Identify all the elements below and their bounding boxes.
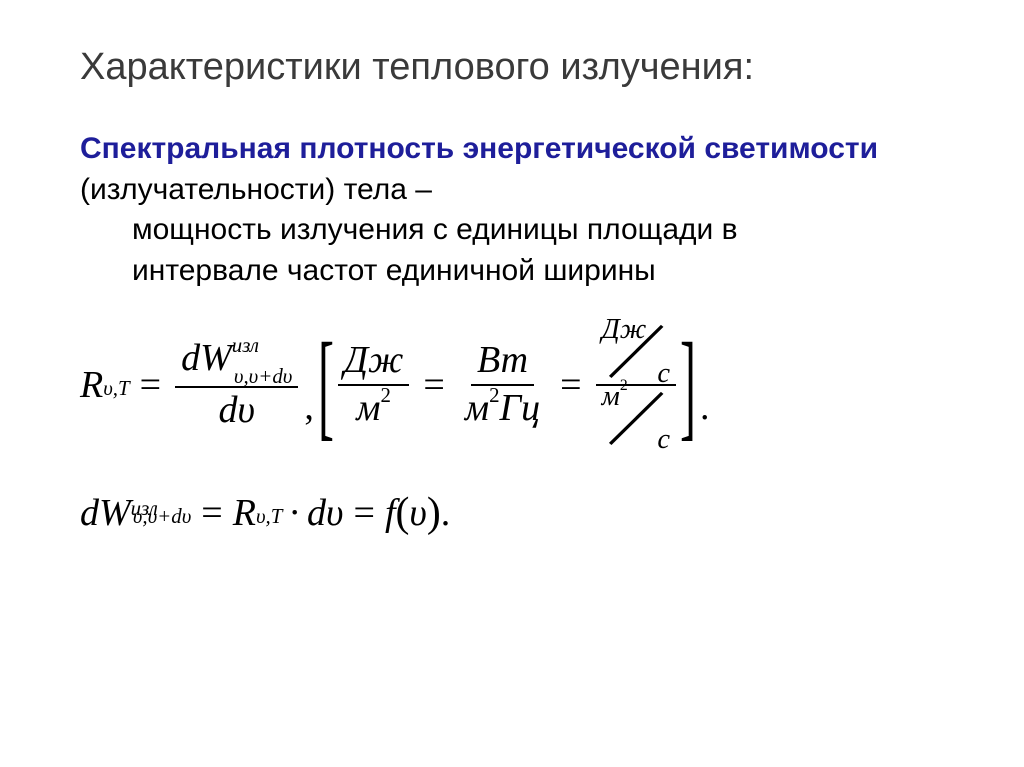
unit-J: Дж [338, 340, 410, 386]
unit-m2-1: м2 [350, 386, 397, 430]
diag-m2-c: м2 с [602, 388, 670, 449]
slide: Характеристики теплового излучения: Спек… [0, 0, 1024, 767]
f2-dot: · [288, 491, 301, 535]
unit-m-2: м [465, 387, 489, 429]
diag-c-2: с [657, 424, 670, 455]
formula-1: Rυ,T = dWизлυ,υ+dυ dυ , [ Дж м2 = Вт м2Г… [80, 321, 964, 449]
diag-c-1: с [657, 358, 670, 389]
f2-dW: dW [80, 491, 131, 535]
period-2: . [441, 491, 451, 535]
slide-title: Характеристики теплового излучения: [80, 46, 964, 89]
diag-J-c: Дж с [602, 321, 670, 382]
symbol-R: R [80, 363, 103, 407]
fraction-denominator: dυ [213, 388, 261, 432]
definition-paragraph: Спектральная плотность энергетической св… [80, 129, 964, 291]
symbol-R-sub: υ,T [103, 376, 129, 401]
num-d: d [181, 337, 200, 379]
equals-3: = [560, 363, 581, 407]
f2-rparen: ) [427, 489, 441, 537]
f2-R: R [233, 491, 256, 535]
num-W: W [200, 337, 232, 379]
diag-den: м2 с [596, 386, 676, 449]
unit-J-per-m2: Дж м2 [338, 340, 410, 430]
equals-1: = [140, 363, 161, 407]
equals-2: = [423, 363, 444, 407]
f2-arg: υ [409, 491, 426, 535]
den-d: d [219, 389, 238, 431]
unit-m2Hz: м2Гц [459, 386, 546, 430]
f2-f: f [385, 491, 396, 535]
diag-num: Дж с [596, 321, 676, 386]
equals-4: = [201, 491, 222, 535]
period-1: . [700, 385, 710, 449]
right-bracket: ] [680, 337, 696, 433]
unit-m-1: м [356, 387, 380, 429]
f2-d: d [307, 491, 326, 535]
definition-line-3: интервале частот единичной ширины [132, 251, 964, 292]
comma: , [304, 385, 314, 449]
term-highlight: Спектральная плотность энергетической св… [80, 132, 878, 165]
f2-sub: υ,υ+dυ [133, 504, 192, 529]
formula-2: dWизлυ,υ+dυ = Rυ,T · dυ = f(υ). [80, 489, 964, 537]
unit-sq-2: 2 [489, 383, 499, 407]
fraction-numerator: dWизлυ,υ+dυ [175, 338, 298, 388]
unit-W-per-m2Hz: Вт м2Гц [459, 340, 546, 430]
equals-5: = [354, 491, 375, 535]
unit-sq-1: 2 [381, 383, 391, 407]
f2-R-sub: υ,T [256, 504, 282, 529]
definition-rest-1: (излучательности) тела – [80, 173, 432, 206]
unit-W: Вт [471, 340, 534, 386]
num-sup: изл [232, 333, 259, 357]
f2-upsilon: υ [326, 491, 343, 535]
f2-lparen: ( [396, 489, 410, 537]
unit-Hz: Гц [500, 387, 541, 429]
den-upsilon: υ [238, 389, 255, 431]
num-sub: υ,υ+dυ [234, 364, 293, 388]
unit-diag-frac: Дж с м2 с [596, 321, 676, 449]
fraction-dW-dnu: dWизлυ,υ+dυ dυ [175, 338, 298, 431]
definition-line-2: мощность излучения с единицы площади в [132, 210, 964, 251]
left-bracket: [ [318, 337, 334, 433]
